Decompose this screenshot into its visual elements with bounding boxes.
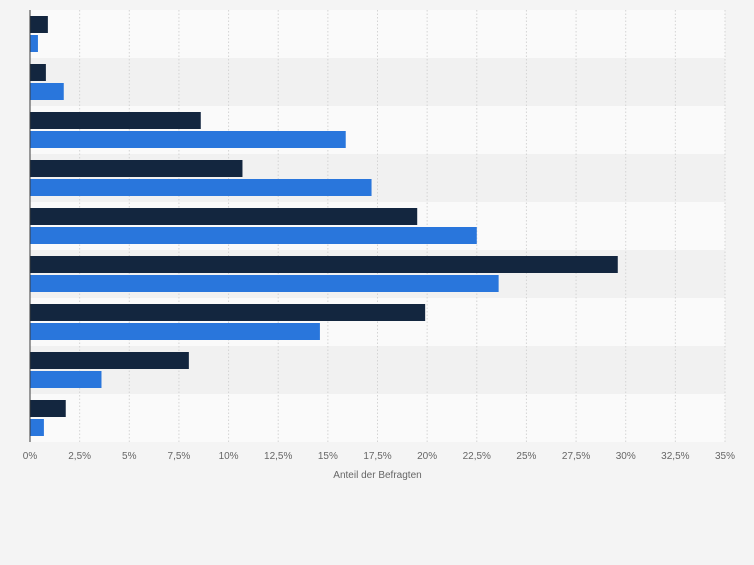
bar-series-2 xyxy=(30,275,499,292)
x-tick-label: 20% xyxy=(417,451,437,462)
x-tick-label: 15% xyxy=(318,451,338,462)
bar-series-1 xyxy=(30,112,201,129)
bar-series-2 xyxy=(30,371,102,388)
x-tick-label: 0% xyxy=(23,451,38,462)
bars xyxy=(30,16,618,436)
x-tick-label: 27,5% xyxy=(562,451,590,462)
x-axis-title: Anteil der Befragten xyxy=(333,470,421,481)
bar-series-2 xyxy=(30,323,320,340)
bar-series-1 xyxy=(30,352,189,369)
bar-series-2 xyxy=(30,227,477,244)
row-bands xyxy=(30,10,725,442)
bar-series-1 xyxy=(30,16,48,33)
bar-series-1 xyxy=(30,256,618,273)
bar-series-2 xyxy=(30,419,44,436)
x-tick-label: 17,5% xyxy=(363,451,391,462)
x-tick-label: 22,5% xyxy=(463,451,491,462)
x-tick-label: 35% xyxy=(715,451,735,462)
bar-series-1 xyxy=(30,208,418,225)
x-tick-label: 12,5% xyxy=(264,451,292,462)
bar-series-2 xyxy=(30,35,38,52)
x-tick-label: 30% xyxy=(616,451,636,462)
x-tick-label: 2,5% xyxy=(68,451,91,462)
bar-series-2 xyxy=(30,179,372,196)
bar-series-2 xyxy=(30,131,346,148)
x-tick-label: 32,5% xyxy=(661,451,689,462)
x-tick-labels: 0% 2,5% 5% 7,5% 10% 12,5% 15% 17,5% 20% 22,5% 25% 2… xyxy=(23,451,735,462)
bar-series-1 xyxy=(30,304,426,321)
x-tick-label: 7,5% xyxy=(168,451,191,462)
x-tick-label: 25% xyxy=(516,451,536,462)
bar-series-1 xyxy=(30,64,46,81)
bar-series-2 xyxy=(30,83,64,100)
x-tick-label: 10% xyxy=(219,451,239,462)
x-tick-label: 5% xyxy=(122,451,137,462)
bar-series-1 xyxy=(30,160,243,177)
bar-series-1 xyxy=(30,400,66,417)
